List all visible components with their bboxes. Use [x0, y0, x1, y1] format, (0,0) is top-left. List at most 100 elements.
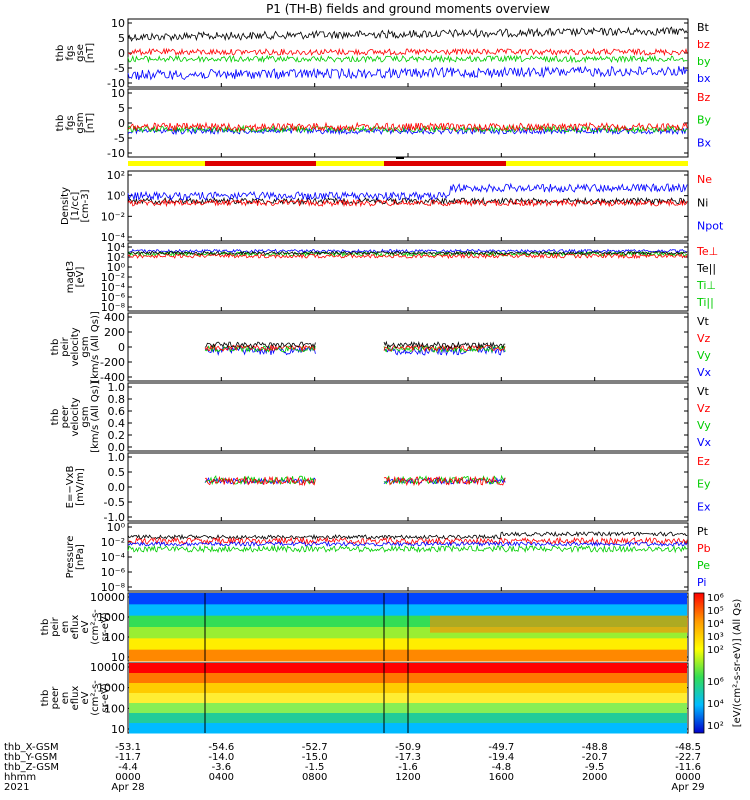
y-tick-label: 1000 — [97, 682, 125, 695]
footer-cell: -53.1 — [115, 742, 141, 753]
y-tick-label: 1000 — [97, 611, 125, 624]
legend-ti⊥: Ti⊥ — [696, 279, 716, 292]
footer-cell: 0800 — [302, 772, 327, 783]
panel-peir-eflux: 10000 1000 100 10 thb peir en eflux eV (cm²-s-sr-… — [40, 591, 689, 664]
footer-row-label: hhmm — [4, 772, 36, 783]
y-tick-label: 10⁰ — [107, 190, 126, 203]
series-vt — [204, 341, 316, 350]
colorbar-tick-label: 10² — [707, 645, 724, 656]
panel-frame — [127, 88, 689, 158]
y-tick-label: 10⁻⁸ — [101, 581, 126, 594]
y-tick-label: 10⁻² — [101, 271, 125, 284]
series-te-perp — [127, 252, 688, 260]
legend-te||: Te|| — [696, 262, 716, 275]
legend-vy: Vy — [697, 419, 711, 432]
y-axis-label: gsm — [80, 336, 91, 357]
legend-ex: Ex — [697, 500, 711, 513]
y-axis-label: eV — [80, 620, 91, 633]
y-axis-label: en — [60, 621, 71, 634]
panel-peer-vel: 1.00.80.60.40.20.0 thb peer velocity gsm [km/… — [50, 381, 712, 454]
footer-cell: -14.0 — [208, 752, 234, 763]
footer-cell: -1.6 — [398, 762, 418, 773]
series-pt — [127, 530, 688, 541]
y-axis-label: peir — [50, 616, 61, 636]
legend-vy: Vy — [697, 349, 711, 362]
footer-cell: -48.5 — [675, 742, 701, 753]
legend-bx: Bx — [697, 136, 712, 149]
y-tick-label: 10 — [111, 87, 125, 100]
legend-by: By — [697, 114, 712, 127]
y-tick-label: 400 — [104, 311, 125, 324]
y-tick-label: -5 — [114, 132, 125, 145]
colorbar-tick-label: 10⁶ — [707, 593, 724, 604]
footer-cell: 0000 — [675, 772, 700, 783]
y-axis-label: Density — [60, 187, 71, 225]
y-axis-label: eflux — [70, 686, 81, 711]
panel-frame — [127, 170, 689, 242]
panel-fgs-gse: 10 5 0 -5 -10 thb fgs gse [nT] Bt bz by bx — [55, 17, 711, 90]
y-tick-label: 0 — [118, 117, 125, 130]
y-axis-label: gsm — [80, 406, 91, 427]
y-tick-label: -400 — [100, 371, 125, 384]
series-ez — [204, 475, 316, 487]
y-axis-label: eflux — [70, 615, 81, 640]
y-tick-label: 10⁻² — [101, 536, 125, 549]
y-tick-label: -200 — [100, 356, 125, 369]
series-ti — [127, 250, 688, 258]
series-vz — [204, 343, 316, 353]
y-tick-label: 200 — [104, 326, 125, 339]
series-pe — [127, 544, 688, 554]
legend-pi: Pi — [697, 576, 706, 589]
legend-vt: Vt — [697, 385, 710, 398]
y-tick-label: -10 — [107, 77, 125, 90]
legend-bz: bz — [697, 38, 710, 51]
footer-row-label: thb_Y-GSM — [4, 752, 57, 763]
footer-row-label: thb_Z-GSM — [4, 762, 59, 773]
y-tick-label: 100 — [104, 702, 125, 715]
footer-cell: 0400 — [209, 772, 234, 783]
y-axis-label: thb — [55, 45, 66, 62]
colorbar: 10⁶ 10⁵ 10⁴ 10³ 10² 10⁶ 10⁴ 10² [eV/(cm²-s-sr-eV… — [693, 592, 743, 734]
series-ti-par — [127, 250, 688, 256]
y-axis-label: thb — [50, 409, 61, 426]
y-tick-label: 10⁰ — [107, 261, 126, 274]
footer-cell: -15.0 — [302, 752, 328, 763]
footer-cell: Apr 28 — [111, 782, 144, 793]
panel-pressure: 10⁰ 10⁻² 10⁻⁴ 10⁻⁶ 10⁻⁸ Pressure [nPa] Pt Pb Pe Pi — [65, 521, 711, 594]
spectrogram-hot-region — [430, 615, 688, 633]
panel-frame — [127, 452, 689, 522]
y-axis-label: velocity — [70, 327, 81, 366]
footer-row-label: thb_X-GSM — [4, 742, 59, 753]
panel-fgs-gsm: 10 5 0 -5 -10 thb fgs gsm [nT] Bz By Bx — [55, 87, 712, 160]
y-tick-label: 5 — [118, 102, 125, 115]
footer-row-label: 2021 — [4, 782, 29, 793]
footer-cell: 2000 — [582, 772, 607, 783]
y-tick-label: 10⁻⁶ — [101, 566, 126, 579]
panel-peer-eflux: 10000 1000 100 10 thb peer en eflux eV (cm²-s-sr-… — [40, 661, 689, 736]
series-pi — [127, 540, 688, 548]
y-axis-label: peer — [50, 686, 61, 710]
series-bz — [127, 121, 688, 133]
legend-pt: Pt — [697, 525, 709, 538]
y-tick-label: 0.2 — [108, 429, 126, 442]
y-axis-label: sr-eV) — [100, 683, 111, 712]
y-axis-label: fgs — [65, 45, 76, 60]
footer-cell: -50.9 — [395, 742, 421, 753]
y-tick-label: 1.0 — [108, 381, 126, 394]
series-bz — [127, 47, 688, 57]
y-tick-label: 10⁻⁸ — [101, 301, 126, 314]
series-vx — [383, 345, 506, 357]
y-axis-label: thb — [40, 619, 51, 636]
mode-bar-burst — [396, 157, 404, 159]
legend-vx: Vx — [697, 366, 712, 379]
y-tick-label: 1.0 — [108, 451, 126, 464]
footer-cell: -52.7 — [302, 742, 328, 753]
legend-vz: Vz — [697, 402, 711, 415]
y-tick-label: 10² — [107, 169, 125, 182]
y-axis-label: fgs — [65, 115, 76, 130]
y-tick-label: -5 — [114, 62, 125, 75]
colorbar-tick-label: 10⁴ — [707, 619, 724, 630]
series-bt — [127, 26, 688, 42]
y-axis-label: [cm-3] — [80, 189, 91, 222]
